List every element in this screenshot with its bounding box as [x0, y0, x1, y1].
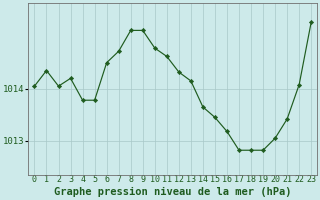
- X-axis label: Graphe pression niveau de la mer (hPa): Graphe pression niveau de la mer (hPa): [54, 187, 292, 197]
